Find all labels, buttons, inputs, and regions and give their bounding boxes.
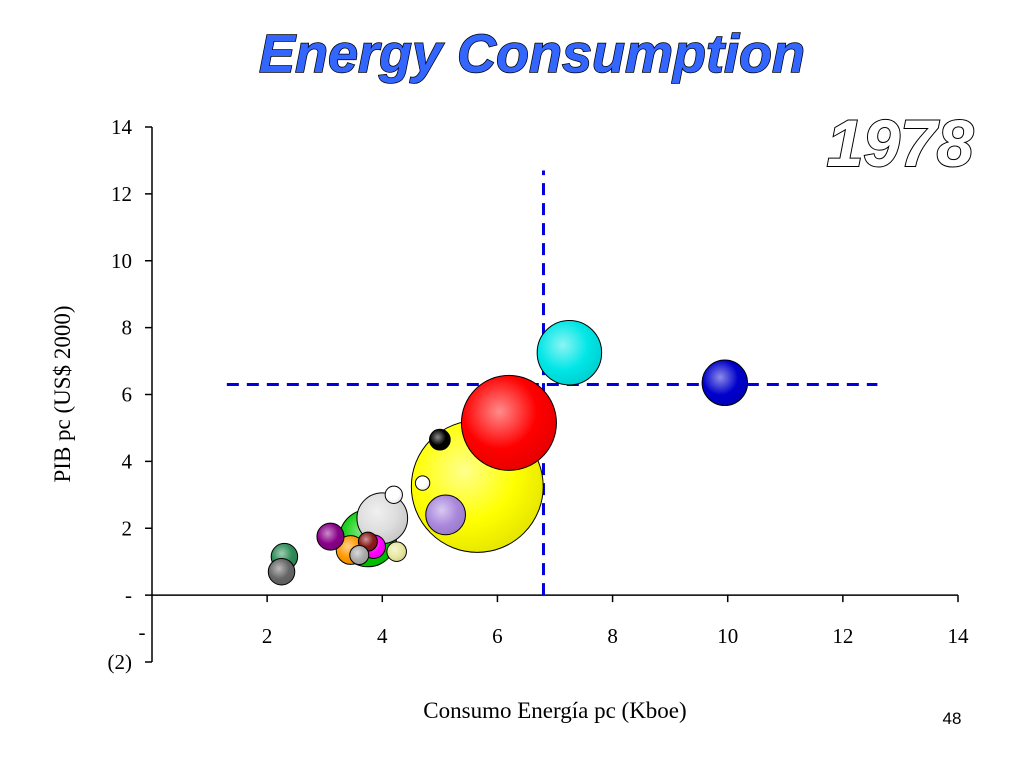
bubble — [414, 475, 431, 491]
chart-title: Energy Consumption — [259, 24, 805, 84]
x-tick-label: 2 — [262, 624, 273, 648]
y-tick-label: 10 — [111, 249, 132, 273]
reference-lines — [226, 170, 878, 596]
x-tick-label: 6 — [492, 624, 503, 648]
bubble — [460, 374, 557, 471]
bubble-series — [267, 319, 749, 586]
x-tick-label: 8 — [607, 624, 618, 648]
y-tick-label: (2) — [108, 650, 133, 674]
year-label: 1978 — [827, 106, 974, 180]
x-tick-label-zero: - — [139, 620, 146, 644]
page-number: 48 — [943, 709, 962, 728]
x-tick-label: 12 — [832, 624, 853, 648]
bubble — [316, 522, 345, 551]
y-tick-label: 14 — [111, 115, 133, 139]
bubble — [386, 541, 407, 562]
y-axis-title: PIB pc (US$ 2000) — [50, 306, 75, 483]
x-axis-title: Consumo Energía pc (Kboe) — [423, 698, 686, 723]
y-tick-label: - — [125, 583, 132, 607]
x-tick-label: 4 — [377, 624, 388, 648]
bubble — [701, 359, 749, 407]
y-tick-label: 2 — [122, 516, 133, 540]
x-tick-label: 10 — [717, 624, 738, 648]
bubble — [428, 428, 451, 451]
bubble — [384, 485, 403, 504]
bubble — [425, 494, 466, 536]
y-tick-label: 8 — [122, 316, 133, 340]
bubble — [536, 319, 603, 386]
y-tick-label: 6 — [122, 383, 133, 407]
x-tick-label: 14 — [948, 624, 970, 648]
y-tick-label: 12 — [111, 182, 132, 206]
bubble — [267, 557, 296, 586]
y-tick-label: 4 — [122, 449, 133, 473]
bubble — [349, 545, 370, 565]
x-axis: - 2 4 6 8 10 12 14 — [139, 594, 970, 648]
